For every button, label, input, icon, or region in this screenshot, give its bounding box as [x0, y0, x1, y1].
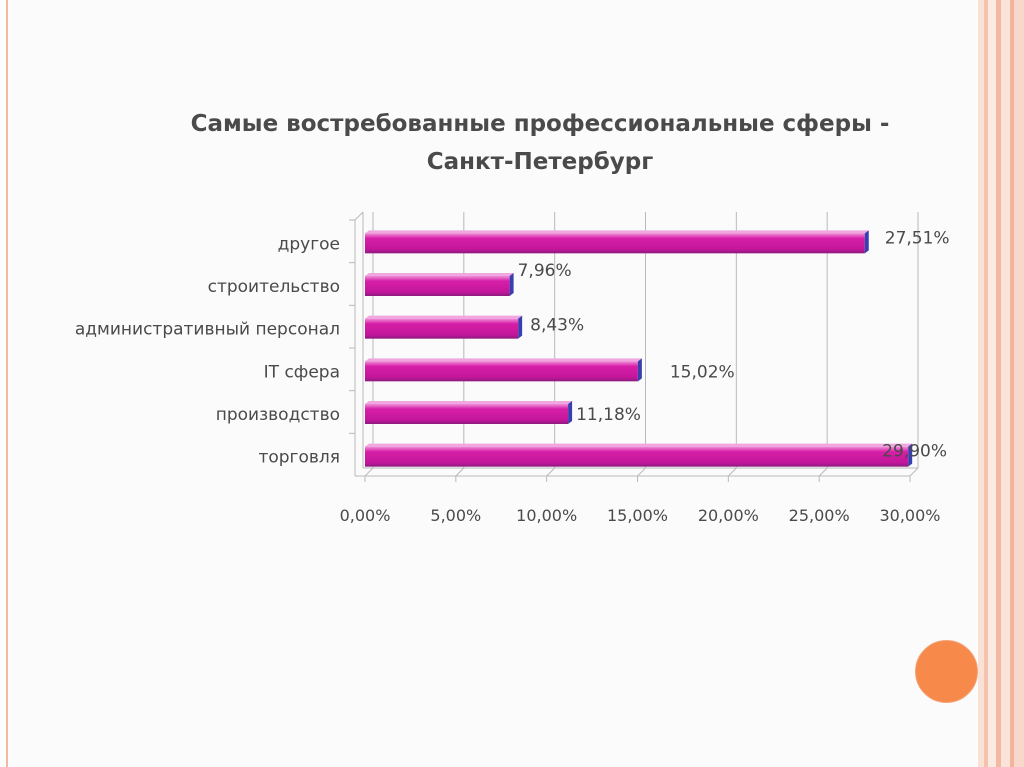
left-decor-stripe: [6, 0, 8, 767]
x-tick-label: 30,00%: [879, 506, 940, 525]
chart-title-line-2: Санкт-Петербург: [426, 149, 654, 175]
bars: [365, 230, 913, 467]
data-label: 8,43%: [530, 316, 584, 336]
category-label: производство: [216, 405, 340, 425]
data-label: 11,18%: [576, 405, 641, 425]
bar-top-face: [365, 401, 573, 404]
gridline-floor: [546, 467, 556, 477]
bar: [365, 276, 510, 296]
category-label: IT сфера: [264, 362, 340, 382]
bar-side-face: [637, 358, 642, 382]
category-label: административный персонал: [75, 320, 340, 340]
bar-top-face: [365, 273, 514, 276]
bar-top-face: [365, 358, 642, 362]
x-tick-label: 20,00%: [698, 506, 759, 525]
content-area: [14, 0, 976, 767]
bar: [365, 233, 865, 254]
bar-side-face: [864, 230, 869, 254]
bar-top-face: [365, 230, 869, 234]
bar: [365, 318, 519, 339]
bar: [365, 446, 909, 467]
bar-top-face: [365, 315, 523, 319]
right-decor-stripes: [978, 0, 1024, 767]
gridline-floor: [455, 467, 465, 477]
gridline-floor: [909, 467, 919, 477]
category-label: другое: [278, 234, 340, 254]
bar-side-face: [568, 401, 573, 424]
x-tick-label: 10,00%: [516, 506, 577, 525]
gridline-floor: [364, 467, 374, 477]
y-axis-top: [354, 211, 364, 221]
x-tick-label: 5,00%: [430, 506, 481, 525]
chart-title: Самые востребованные профессиональные сф…: [150, 105, 930, 181]
gridline-floor: [818, 467, 828, 477]
category-label: строительство: [208, 277, 340, 297]
gridlines: [364, 212, 919, 477]
gridline-floor: [637, 467, 646, 477]
data-label: 29,90%: [882, 442, 947, 462]
bar-top-face: [365, 443, 913, 447]
chart-title-line-1: Самые востребованные профессиональные сф…: [190, 111, 890, 137]
decorative-circle: [915, 640, 978, 703]
bar: [365, 361, 638, 382]
bar-side-face: [518, 315, 523, 339]
bar: [365, 404, 569, 424]
bar-side-face: [509, 273, 514, 296]
data-label: 15,02%: [670, 362, 735, 382]
x-tick-label: 25,00%: [789, 506, 850, 525]
x-tick-label: 15,00%: [607, 506, 668, 525]
category-label: торговля: [258, 448, 340, 468]
bar-side-face: [908, 443, 913, 467]
labels: 0,00% 5,00% 10,00% 15,00% 20,00% 25,00% 30,00%…: [75, 228, 950, 525]
gridline-floor: [727, 467, 737, 477]
x-tick-label: 0,00%: [340, 506, 391, 525]
data-label: 7,96%: [518, 261, 572, 281]
axes: [349, 211, 918, 482]
data-label: 27,51%: [885, 228, 950, 248]
